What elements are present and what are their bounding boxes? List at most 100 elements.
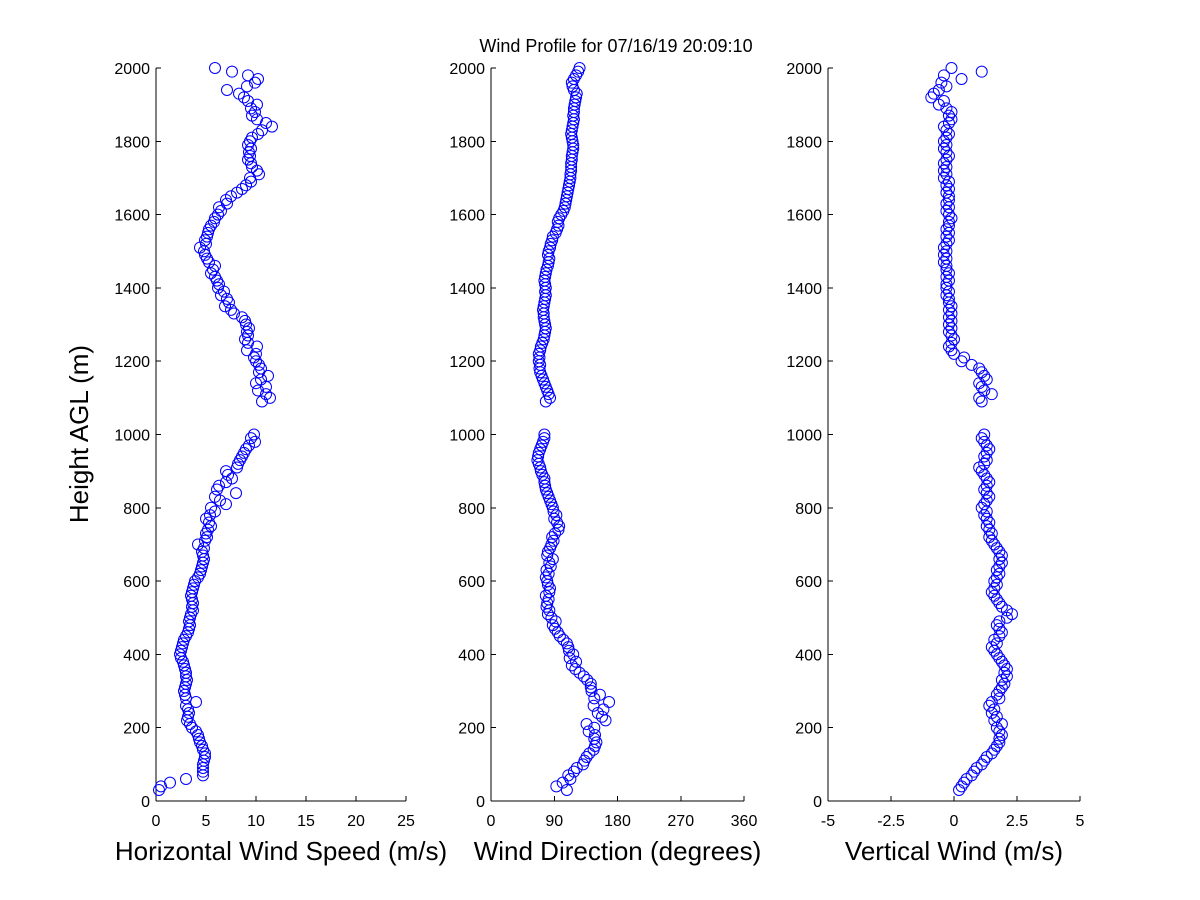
data-point <box>260 388 272 401</box>
data-point <box>242 69 254 82</box>
data-point <box>573 666 586 679</box>
y-tick-label: 1400 <box>114 281 150 298</box>
y-tick-label: 2000 <box>786 61 822 78</box>
data-point <box>219 300 231 313</box>
y-tick-label: 1800 <box>786 134 822 151</box>
data-point <box>534 344 547 357</box>
data-point <box>978 483 991 496</box>
data-point <box>942 127 955 140</box>
y-tick-label: 1000 <box>786 428 822 445</box>
y-tick-label: 1400 <box>449 281 485 298</box>
data-point <box>993 630 1006 643</box>
data-point <box>945 212 958 225</box>
y-tick-label: 200 <box>123 721 150 738</box>
data-point <box>942 149 955 162</box>
data-point <box>198 553 210 566</box>
data-point <box>978 450 991 463</box>
data-point <box>940 102 953 115</box>
data-point <box>945 314 958 327</box>
data-point <box>978 468 991 481</box>
data-point <box>993 597 1006 610</box>
data-point <box>233 87 245 100</box>
data-point <box>980 472 993 485</box>
data-point <box>541 549 554 562</box>
data-point <box>958 776 971 789</box>
y-tick-label: 1800 <box>449 134 485 151</box>
data-point <box>231 461 243 474</box>
data-point <box>581 674 594 687</box>
data-point <box>990 637 1003 650</box>
x-tick-label: 20 <box>347 813 365 830</box>
data-point <box>983 490 996 503</box>
data-point <box>980 512 993 525</box>
data-point <box>995 626 1008 639</box>
data-point <box>185 589 197 602</box>
data-point <box>988 582 1001 595</box>
data-point <box>985 527 998 540</box>
data-point <box>589 729 602 742</box>
x-tick-label: 25 <box>397 813 415 830</box>
y-tick-label: 2000 <box>449 61 485 78</box>
data-point <box>975 465 988 478</box>
data-point <box>531 454 544 467</box>
data-point <box>221 83 233 96</box>
data-point <box>225 303 237 316</box>
data-point <box>570 69 583 82</box>
data-point <box>980 494 993 507</box>
data-point <box>995 729 1008 742</box>
y-axis-label: Height AGL (m) <box>64 345 94 523</box>
data-point <box>940 197 953 210</box>
data-point <box>570 87 583 100</box>
data-point <box>942 285 955 298</box>
data-point <box>975 395 988 408</box>
data-point <box>980 454 993 467</box>
data-point <box>955 72 968 85</box>
data-point <box>249 435 261 448</box>
x-tick-label: 90 <box>545 813 563 830</box>
data-point <box>187 597 199 610</box>
x-tick-label: 10 <box>247 813 265 830</box>
y-tick-label: 800 <box>795 501 822 518</box>
data-point <box>266 120 278 133</box>
data-point <box>940 230 953 243</box>
x-tick-label: 15 <box>297 813 315 830</box>
data-point <box>570 91 583 104</box>
data-point <box>988 575 1001 588</box>
data-point <box>541 545 554 558</box>
data-point <box>546 531 559 544</box>
data-point <box>532 450 545 463</box>
data-point <box>940 278 953 291</box>
data-point <box>573 62 586 74</box>
data-point <box>995 681 1008 694</box>
data-point <box>553 212 566 225</box>
data-point <box>187 582 199 595</box>
data-point <box>555 208 568 221</box>
data-point <box>587 699 600 712</box>
data-point <box>200 512 212 525</box>
data-point <box>945 300 958 313</box>
data-point <box>973 391 986 404</box>
data-point <box>203 516 215 529</box>
data-point <box>940 160 953 173</box>
data-point <box>937 241 950 254</box>
data-point <box>181 714 193 727</box>
y-tick-label: 600 <box>123 574 150 591</box>
data-point <box>547 505 560 518</box>
x-axis-label: Wind Direction (degrees) <box>474 836 762 866</box>
chart-panels: 0 5 10 15 20 25 0 200 400 600 800 1000 1200 1400 1600 1… <box>64 61 1085 866</box>
data-point <box>202 226 214 239</box>
data-point <box>940 131 953 144</box>
data-point <box>948 333 960 346</box>
y-tick-label: 1200 <box>449 354 485 371</box>
data-point <box>988 644 1001 657</box>
data-point <box>588 721 601 734</box>
panel-2: 0 90 180 270 360 0 200 400 600 800 1000 1200 1400 160… <box>449 61 761 866</box>
data-point <box>1000 663 1013 676</box>
data-point <box>958 351 971 364</box>
data-point <box>585 685 598 698</box>
data-point <box>968 765 981 778</box>
data-point <box>541 248 554 261</box>
data-point <box>552 219 565 232</box>
x-tick-label: 2.5 <box>1006 813 1028 830</box>
data-point <box>993 545 1006 558</box>
